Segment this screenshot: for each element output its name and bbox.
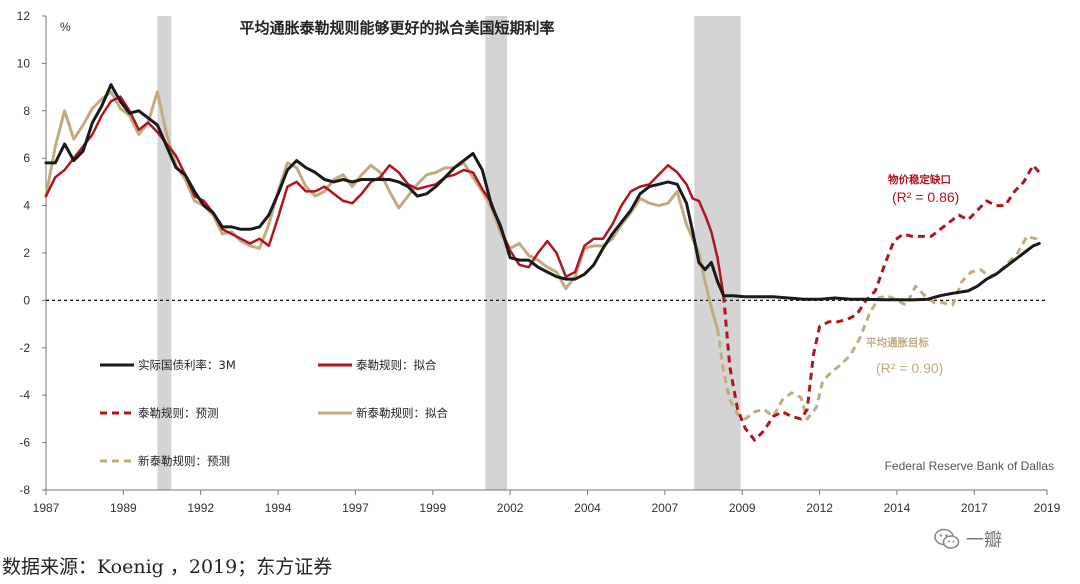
x-tick-label: 2017 <box>961 501 988 515</box>
legend-label-1: 泰勒规则：拟合 <box>356 358 437 372</box>
y-tick-label: -6 <box>19 436 30 450</box>
y-tick-label: -4 <box>19 388 30 402</box>
annotation-label-1: 平均通胀目标 <box>866 336 929 349</box>
series-line-2 <box>722 163 1041 442</box>
y-unit-label: % <box>60 20 71 34</box>
legend-label-3: 新泰勒规则：拟合 <box>356 406 448 420</box>
series-line-0 <box>44 83 1041 302</box>
x-tick-label: 1992 <box>187 501 214 515</box>
x-tick-label: 2014 <box>884 501 911 515</box>
y-tick-label: 6 <box>23 151 30 165</box>
source-credit: Federal Reserve Bank of Dallas <box>885 459 1054 473</box>
y-tick-label: 8 <box>23 104 30 118</box>
x-tick-labels: 1987 1989 1992 1994 1997 1999 2002 2004 2007 2009… <box>33 490 1061 515</box>
y-tick-labels: -8 -6 -4 -2 0 2 4 6 8 10 12 <box>17 9 46 497</box>
x-tick-label: 2012 <box>806 501 833 515</box>
x-tick-label: 1987 <box>33 501 60 515</box>
legend-label-2: 泰勒规则：预测 <box>138 406 219 420</box>
y-tick-label: -8 <box>19 483 30 497</box>
data-source-footer: 数据来源：Koenig ，2019；东方证券 <box>2 556 333 578</box>
y-tick-label: -2 <box>19 341 30 355</box>
series-line-1 <box>44 95 725 297</box>
x-tick-label: 2004 <box>574 501 601 515</box>
watermark: 一瓣 <box>934 524 1076 554</box>
x-tick-label: 2007 <box>652 501 679 515</box>
y-tick-label: 2 <box>23 246 30 260</box>
x-tick-label: 2019 <box>1034 501 1061 515</box>
legend-label-0: 实际国债利率：3M <box>138 358 236 372</box>
y-tick-label: 0 <box>23 293 30 307</box>
annotation-label-0: 物价稳定缺口 <box>888 173 951 186</box>
y-tick-label: 10 <box>17 56 31 70</box>
series-line-3 <box>44 90 719 331</box>
x-tick-label: 2009 <box>729 501 756 515</box>
annotations: 物价稳定缺口 (R² = 0.86) 平均通胀目标 (R² = 0.90) <box>866 173 959 376</box>
legend-label-4: 新泰勒规则：预测 <box>138 454 230 468</box>
recession-band-1 <box>485 16 508 490</box>
x-tick-label: 1997 <box>342 501 369 515</box>
series-line-4 <box>716 234 1041 421</box>
x-tick-label: 1989 <box>110 501 137 515</box>
y-tick-label: 4 <box>23 199 30 213</box>
x-tick-label: 1999 <box>419 501 446 515</box>
annotation-r2-1: (R² = 0.90) <box>876 360 943 376</box>
chart-title: 平均通胀泰勒规则能够更好的拟合美国短期利率 <box>239 19 554 37</box>
y-tick-label: 12 <box>17 9 31 23</box>
x-tick-label: 1994 <box>265 501 292 515</box>
x-tick-label: 2002 <box>497 501 524 515</box>
series-lines <box>44 83 1041 442</box>
annotation-r2-0: (R² = 0.86) <box>892 189 959 205</box>
recession-bands <box>157 16 741 490</box>
watermark-text: 一瓣 <box>966 530 1002 551</box>
wechat-icon <box>934 528 960 549</box>
